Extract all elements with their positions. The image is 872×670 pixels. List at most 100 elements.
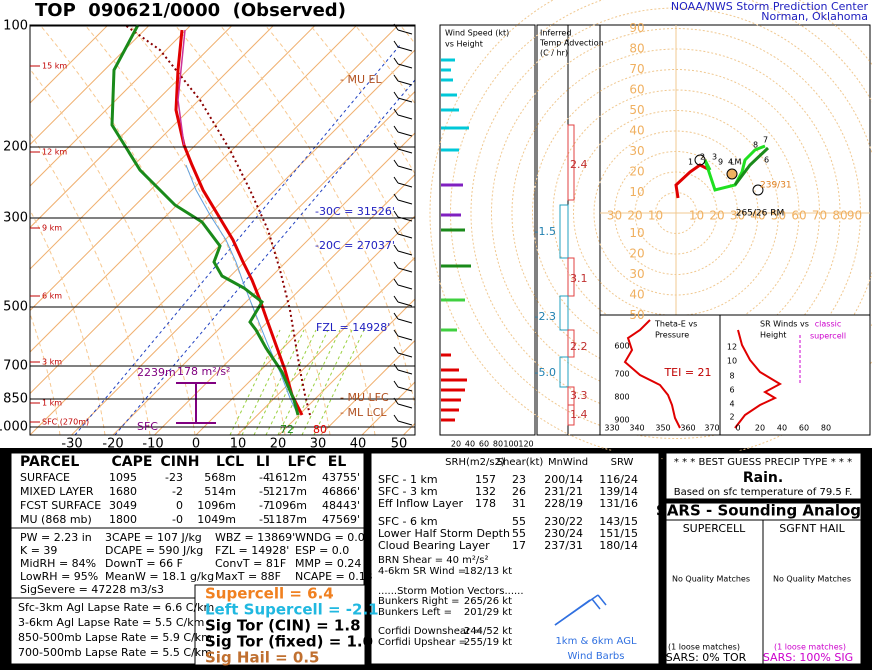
dry-adiabat [30,68,196,435]
label: MeanW = 18.1 g/kg [105,570,214,583]
wind-bar [441,388,465,392]
advection-bars [559,124,575,426]
label: 2 [729,413,734,422]
wind-barb [393,125,399,133]
wind-barb [393,57,399,65]
isotherm [278,298,415,435]
temp-label: 0 [192,437,200,452]
pressure-label: 1000 [0,420,28,435]
wind-barb [393,159,399,167]
label: 80 [629,42,644,56]
label: Temp Advection [539,39,604,48]
pressure-label: 200 [3,140,28,155]
wind-barb [393,91,399,99]
label: 116/24 [599,473,638,486]
advection-bar [567,257,575,297]
label: 1800 [109,513,137,526]
label: SRH(m2/s2) [445,457,505,468]
wind-barb [393,329,399,337]
label: 1612m [268,471,307,484]
label: 4-6km SR Wind = [378,566,466,577]
label: DCAPE = 590 J/kg [105,544,203,557]
label: 514m [204,485,236,498]
pressure-label: 850 [3,392,28,407]
wind-bar [441,368,459,372]
label: 31 [512,497,526,510]
storm-motion [752,184,764,196]
label: 10 [727,357,737,366]
wind-bar [441,68,451,72]
label: 237/31 [544,539,583,552]
isotherm [30,25,399,395]
label: 4 [728,158,733,167]
label: MidRH = 84% [20,557,96,570]
label: 139/14 [599,485,638,498]
label: Shear(kt) [497,457,544,468]
label: 4 [729,400,734,409]
isotherm [30,25,150,146]
wind-barb [397,335,413,341]
label: 330 [604,424,619,433]
label: -2 [172,485,183,498]
wind-barb [393,397,399,405]
label: 3 [712,153,717,162]
label: SGFNT HAIL [779,522,845,535]
isotherm [237,256,415,435]
label: 47569' [322,513,360,526]
hodo-trace [733,146,770,186]
label: 20 [629,165,644,179]
label: Sig Tor (fixed) = 1.0 [205,633,373,651]
label: CINH [161,454,200,470]
wind-bar [441,213,461,217]
label: 200/14 [544,473,583,486]
pressure-label: 100 [3,19,28,34]
label: (C / hr) [540,49,568,58]
label: 360 [680,424,695,433]
pressure-label: 700 [3,359,28,374]
wind-barb [397,301,413,307]
label: LCL [216,454,244,470]
temp-label: -20 [102,437,123,452]
wind-barb [393,176,399,184]
wind-barb [397,29,413,35]
advection-bar [559,295,569,331]
label: 255/19 kt [464,637,512,648]
label: 50 [629,103,644,117]
wind-barb [397,46,413,52]
isotherm [30,49,415,435]
pressure-label: 300 [3,211,28,226]
label: Left Supercell = -2.1 [205,601,379,619]
label: 20 [627,209,642,223]
label: Corfidi Upshear = [378,637,467,648]
label: 10 [689,209,704,223]
label: 157 [475,473,496,486]
skewt-frame [29,24,416,436]
wind-barb [397,182,413,188]
label: MU (868 mb) [20,513,92,526]
label: 132 [475,485,496,498]
label: 151/15 [599,527,638,540]
precip-box [663,450,864,502]
isotherm [30,25,358,353]
label: 55 [512,527,526,540]
isotherm [71,90,415,435]
label: Sig Tor (CIN) = 1.8 [205,617,361,635]
label: ......Storm Motion Vectors...... [378,586,524,597]
label: 90 [629,21,644,35]
label: Cloud Bearing Layer [378,539,490,552]
advection-bar [567,124,575,201]
label: -23 [165,471,183,484]
axis-label: 80 [493,440,503,449]
label: 1680 [109,485,137,498]
label: Norman, Oklahoma [761,10,868,23]
wind-barb [393,261,399,269]
mixing-ratio [253,329,305,435]
mixing-ratio [241,329,293,435]
isotherm [30,25,316,312]
temp-label: 30 [310,437,327,452]
isotherm [112,132,415,435]
skewt-annotation: 72 [280,423,294,436]
label: 178 [475,497,496,510]
